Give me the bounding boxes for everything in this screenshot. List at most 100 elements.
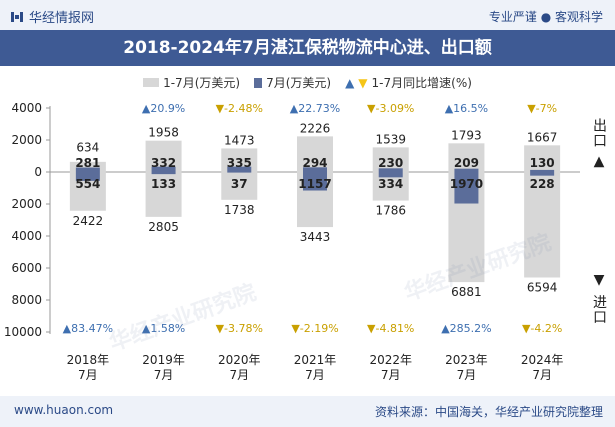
title-bar: 2018-2024年7月湛江保税物流中心进、出口额 — [0, 30, 615, 66]
y-tick-label: 2000 — [11, 197, 42, 211]
logo-icon — [11, 11, 23, 22]
legend-label-growth: 1-7月同比增速(%) — [371, 76, 472, 90]
legend-item-cumulative: 1-7月(万美元) — [143, 74, 240, 91]
bar-export-monthly — [151, 166, 176, 172]
label-export-growth: ▼-3.09% — [367, 102, 414, 115]
arrow-up-icon: ▲ — [591, 153, 607, 171]
label-import-growth: ▼-4.81% — [367, 322, 414, 335]
legend-label-cumulative: 1-7月(万美元) — [163, 76, 241, 90]
y-tick-label: 8000 — [11, 293, 42, 307]
bar-import-monthly — [530, 172, 555, 176]
bar-export-monthly — [75, 167, 100, 172]
bar-import-monthly — [75, 172, 100, 181]
bar-export-monthly — [530, 169, 555, 172]
bar-import-monthly — [151, 172, 176, 175]
label-export-growth: ▲20.9% — [142, 102, 185, 115]
x-tick-label: 7月 — [154, 368, 174, 382]
label-export-growth: ▼-7% — [527, 102, 557, 115]
label-import-cumulative: 6881 — [451, 285, 482, 299]
x-tick-label: 2018年 — [67, 353, 110, 367]
arrow-down-icon: ▼ — [591, 272, 607, 289]
label-export-cumulative: 1473 — [224, 133, 255, 147]
x-tick-label: 7月 — [532, 368, 552, 382]
label-import-monthly: 133 — [151, 177, 176, 191]
top-bar: 华经情报网 专业严谨 ● 客观科学 — [0, 0, 615, 30]
bar-export-monthly — [303, 167, 327, 172]
label-import-cumulative: 1786 — [375, 204, 406, 218]
legend-swatch-monthly — [254, 77, 263, 88]
y-tick-label: 4000 — [11, 229, 42, 243]
legend-item-growth: ▲ ▼ 1-7月同比增速(%) — [345, 74, 472, 91]
export-side-text: 出口 — [591, 118, 607, 148]
y-tick-label: 6000 — [11, 261, 42, 275]
x-tick-label: 2024年 — [521, 353, 564, 367]
bar-import-cumulative — [524, 172, 561, 278]
label-export-growth: ▲16.5% — [445, 102, 488, 115]
label-import-cumulative: 3443 — [300, 230, 331, 244]
x-tick-label: 7月 — [457, 368, 477, 382]
label-export-growth: ▲22.73% — [290, 102, 340, 115]
label-import-monthly: 334 — [378, 177, 403, 191]
bar-export-cumulative — [221, 148, 258, 172]
bar-import-cumulative — [221, 172, 258, 200]
bar-import-monthly — [454, 172, 479, 204]
x-tick-label: 2020年 — [218, 353, 261, 367]
label-export-monthly: 230 — [378, 156, 403, 170]
export-side-label: 出口 ▲ — [589, 118, 609, 170]
y-tick-label: 2000 — [11, 133, 42, 147]
x-tick-label: 7月 — [381, 368, 401, 382]
y-tick-label: 4000 — [11, 101, 42, 115]
label-export-cumulative: 1958 — [148, 126, 179, 140]
y-tick-label: 0 — [34, 165, 42, 179]
legend-label-monthly: 7月(万美元) — [266, 76, 332, 90]
bar-import-cumulative — [145, 172, 182, 217]
label-export-cumulative: 1667 — [527, 130, 558, 144]
bar-export-monthly — [378, 168, 403, 172]
label-export-growth: ▼-2.48% — [216, 102, 263, 115]
label-export-monthly: 281 — [75, 156, 100, 170]
bar-export-cumulative — [372, 147, 409, 172]
label-import-monthly: 228 — [530, 177, 555, 191]
footer-website: www.huaon.com — [14, 403, 114, 417]
label-import-monthly: 1970 — [450, 177, 483, 191]
legend: 1-7月(万美元) 7月(万美元) ▲ ▼ 1-7月同比增速(%) — [0, 74, 615, 91]
x-tick-label: 2023年 — [445, 353, 488, 367]
label-export-monthly: 130 — [530, 156, 555, 170]
x-tick-label: 7月 — [229, 368, 249, 382]
label-import-cumulative: 1738 — [224, 203, 255, 217]
label-import-cumulative: 6594 — [527, 281, 558, 295]
label-import-growth: ▲83.47% — [63, 322, 113, 335]
label-import-growth: ▼-4.2% — [522, 322, 562, 335]
x-tick-label: 7月 — [305, 368, 325, 382]
bar-export-cumulative — [524, 145, 561, 172]
label-import-growth: ▲1.58% — [142, 322, 185, 335]
label-export-cumulative: 1793 — [451, 128, 482, 142]
bar-export-cumulative — [297, 136, 333, 172]
x-tick-label: 7月 — [78, 368, 98, 382]
label-import-growth: ▼-2.19% — [291, 322, 338, 335]
footer-source: 资料来源：中国海关，华经产业研究院整理 — [374, 405, 603, 419]
bar-export-monthly — [454, 168, 479, 172]
bar-import-monthly — [378, 172, 403, 178]
label-import-cumulative: 2422 — [73, 214, 104, 228]
legend-item-monthly: 7月(万美元) — [254, 74, 331, 91]
bar-export-cumulative — [448, 143, 485, 172]
y-tick-label: 10000 — [4, 325, 42, 339]
bar-import-monthly — [227, 172, 252, 173]
label-export-cumulative: 1539 — [375, 132, 406, 146]
label-export-monthly: 332 — [151, 156, 176, 170]
bar-export-monthly — [227, 166, 252, 172]
x-tick-label: 2019年 — [142, 353, 185, 367]
import-side-text: 进口 — [591, 294, 607, 325]
label-import-monthly: 1157 — [298, 177, 331, 191]
triangle-down-icon: ▼ — [358, 75, 368, 90]
chart-title: 2018-2024年7月湛江保税物流中心进、出口额 — [123, 38, 492, 58]
tagline: 专业严谨 ● 客观科学 — [488, 10, 603, 24]
x-tick-label: 2022年 — [369, 353, 412, 367]
bar-export-cumulative — [69, 161, 106, 172]
label-export-monthly: 294 — [302, 156, 327, 170]
label-import-cumulative: 2805 — [148, 220, 179, 234]
footer: www.huaon.com 资料来源：中国海关，华经产业研究院整理 — [0, 396, 615, 427]
label-import-monthly: 37 — [231, 177, 248, 191]
